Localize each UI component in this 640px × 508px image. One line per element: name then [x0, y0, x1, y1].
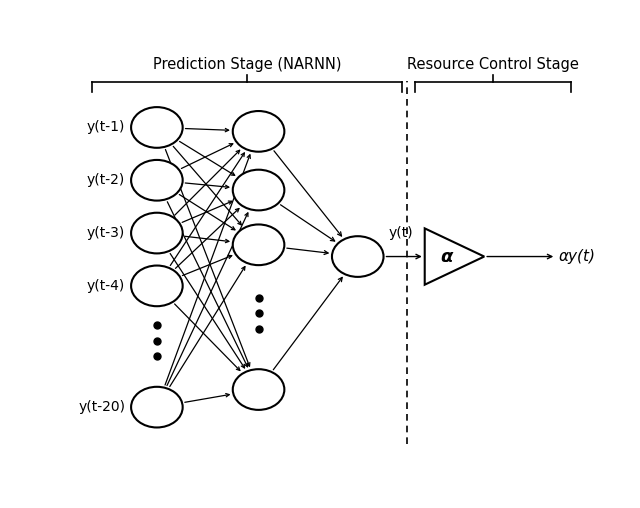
- Circle shape: [131, 266, 182, 306]
- Text: y(t-3): y(t-3): [87, 226, 125, 240]
- Text: y(t): y(t): [388, 226, 413, 240]
- Text: y(t-1): y(t-1): [87, 120, 125, 135]
- Text: y(t-20): y(t-20): [78, 400, 125, 414]
- Circle shape: [131, 160, 182, 201]
- Circle shape: [131, 213, 182, 253]
- Text: Resource Control Stage: Resource Control Stage: [407, 56, 579, 72]
- Text: $\boldsymbol{\alpha}$: $\boldsymbol{\alpha}$: [440, 247, 454, 266]
- Text: y(t-2): y(t-2): [87, 173, 125, 187]
- Text: y(t-4): y(t-4): [87, 279, 125, 293]
- Circle shape: [332, 236, 383, 277]
- Circle shape: [131, 387, 182, 427]
- Text: Prediction Stage (NARNN): Prediction Stage (NARNN): [153, 56, 342, 72]
- Circle shape: [233, 225, 284, 265]
- Polygon shape: [425, 229, 484, 284]
- Circle shape: [233, 369, 284, 410]
- Circle shape: [233, 111, 284, 152]
- Circle shape: [233, 170, 284, 210]
- Text: αy(t): αy(t): [559, 249, 596, 264]
- Circle shape: [131, 107, 182, 148]
